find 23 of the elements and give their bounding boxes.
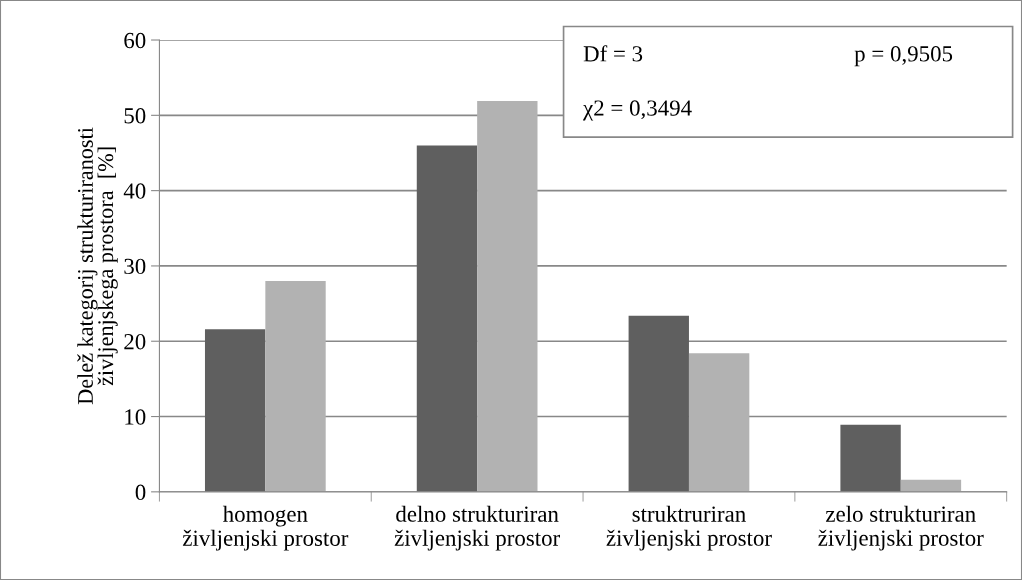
x-tick-label: zelo strukturiran življenjski prostor [818, 505, 984, 551]
y-tick-label: 30 [124, 258, 146, 275]
bar [416, 145, 478, 492]
annotation: Df = 3 [583, 45, 643, 62]
x-tick-label: homogen življenjski prostor [182, 505, 349, 551]
y-tick-label: 20 [124, 333, 146, 350]
y-tick-label: 10 [125, 409, 146, 425]
x-tick-label: delno strukturiran življenjski prostor [394, 505, 561, 551]
bar [477, 101, 538, 492]
bar [900, 479, 962, 492]
annotation: χ2 = 0,3494 [583, 100, 692, 121]
bar [265, 280, 326, 492]
bar [204, 329, 266, 492]
bar [688, 353, 750, 492]
annotation: p = 0,9505 [854, 46, 953, 67]
y-tick-label: 50 [124, 108, 146, 124]
y-axis-title: Delež kategorij strukturiranosti življenjskega prostora [%] [77, 127, 118, 405]
y-tick-label: 40 [123, 183, 146, 199]
y-tick-label: 0 [135, 484, 146, 501]
x-tick-label: struktruriran življenjski prostor [606, 505, 772, 551]
bar [628, 315, 689, 492]
y-tick-label: 60 [124, 32, 146, 49]
bar [840, 424, 901, 492]
